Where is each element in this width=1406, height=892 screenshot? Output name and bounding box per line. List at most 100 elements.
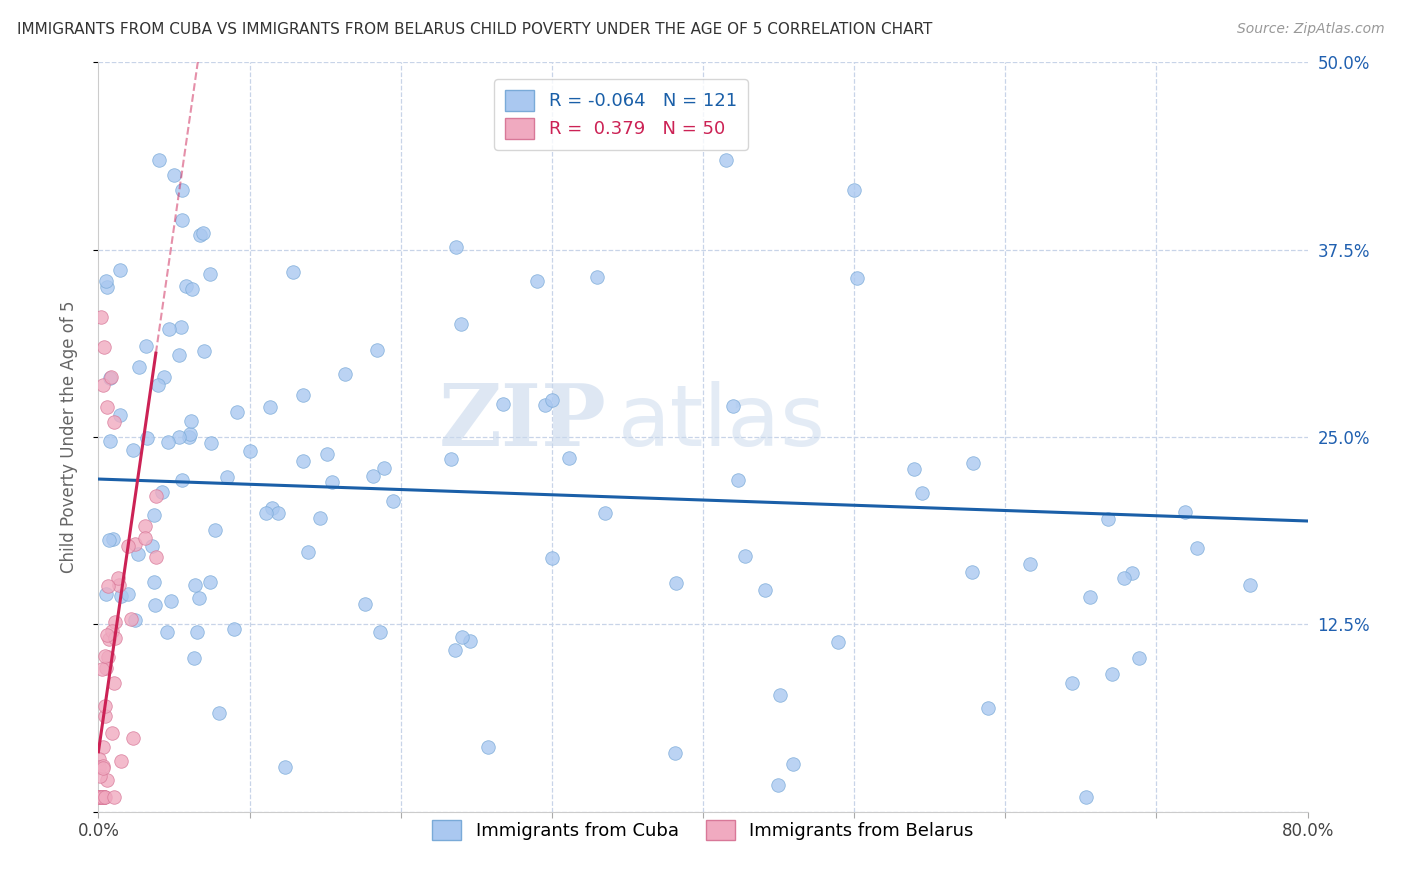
Point <box>1078 590 1101 604</box>
Point <box>93 708 115 723</box>
Point <box>89 759 111 773</box>
Point <box>1128 651 1150 665</box>
Point <box>492 397 515 411</box>
Point <box>91 761 114 775</box>
Point <box>183 650 205 665</box>
Point <box>585 270 607 285</box>
Point <box>734 549 756 563</box>
Point <box>333 368 356 382</box>
Point <box>157 322 180 336</box>
Point <box>557 450 579 465</box>
Point <box>1062 676 1084 690</box>
Point <box>143 508 166 522</box>
Point <box>91 377 114 392</box>
Point <box>179 430 201 444</box>
Point <box>141 539 163 553</box>
Point <box>316 446 339 460</box>
Point <box>259 400 281 414</box>
Point <box>174 279 197 293</box>
Point <box>962 456 984 470</box>
Point <box>134 519 156 533</box>
Point <box>135 339 157 353</box>
Point <box>103 675 125 690</box>
Point <box>94 661 117 675</box>
Point <box>169 348 191 362</box>
Point <box>450 317 472 331</box>
Point <box>292 388 315 402</box>
Point <box>101 725 124 739</box>
Point <box>100 434 122 449</box>
Point <box>89 789 111 804</box>
Point <box>1101 666 1123 681</box>
Point <box>321 475 343 489</box>
Point <box>664 746 686 760</box>
Point <box>103 631 125 645</box>
Text: ZIP: ZIP <box>439 380 606 464</box>
Point <box>184 578 207 592</box>
Point <box>1097 512 1119 526</box>
Point <box>89 769 111 783</box>
Point <box>180 413 202 427</box>
Point <box>100 370 122 384</box>
Point <box>727 473 749 487</box>
Point <box>145 489 167 503</box>
Point <box>93 340 115 354</box>
Point <box>977 701 1000 715</box>
Point <box>782 756 804 771</box>
Point <box>254 506 277 520</box>
Point <box>94 789 117 804</box>
Point <box>903 462 925 476</box>
Point <box>89 789 111 804</box>
Point <box>93 789 115 804</box>
Point <box>754 582 776 597</box>
Point <box>117 539 139 553</box>
Point <box>90 789 112 804</box>
Point <box>534 398 557 412</box>
Point <box>260 501 283 516</box>
Point <box>200 575 222 590</box>
Point <box>93 789 115 804</box>
Point <box>107 571 129 585</box>
Point <box>446 239 468 253</box>
Point <box>239 443 262 458</box>
Point <box>911 486 934 500</box>
Point <box>1174 505 1197 519</box>
Point <box>108 409 131 423</box>
Point <box>181 281 204 295</box>
Point <box>146 378 169 392</box>
Point <box>122 731 145 746</box>
Point <box>186 625 208 640</box>
Point <box>101 624 124 639</box>
Point <box>267 506 290 520</box>
Point <box>274 760 297 774</box>
Point <box>89 789 111 804</box>
Point <box>98 632 121 647</box>
Point <box>108 577 131 591</box>
Point <box>122 442 145 457</box>
Point <box>134 531 156 545</box>
Point <box>104 615 127 629</box>
Legend: Immigrants from Cuba, Immigrants from Belarus: Immigrants from Cuba, Immigrants from Be… <box>425 813 981 847</box>
Point <box>769 688 792 702</box>
Point <box>962 565 984 579</box>
Point <box>190 227 212 242</box>
Point <box>150 485 173 500</box>
Point <box>382 494 405 508</box>
Point <box>170 320 193 334</box>
Point <box>101 532 124 546</box>
Point <box>665 575 688 590</box>
Point <box>846 271 869 285</box>
Point <box>291 454 314 468</box>
Point <box>170 183 193 197</box>
Point <box>308 510 330 524</box>
Point <box>444 643 467 657</box>
Point <box>368 625 391 640</box>
Point <box>117 587 139 601</box>
Point <box>97 579 120 593</box>
Point <box>136 431 159 445</box>
Point <box>458 634 481 648</box>
Point <box>714 153 737 167</box>
Point <box>143 574 166 589</box>
Point <box>226 405 249 419</box>
Point <box>124 537 146 551</box>
